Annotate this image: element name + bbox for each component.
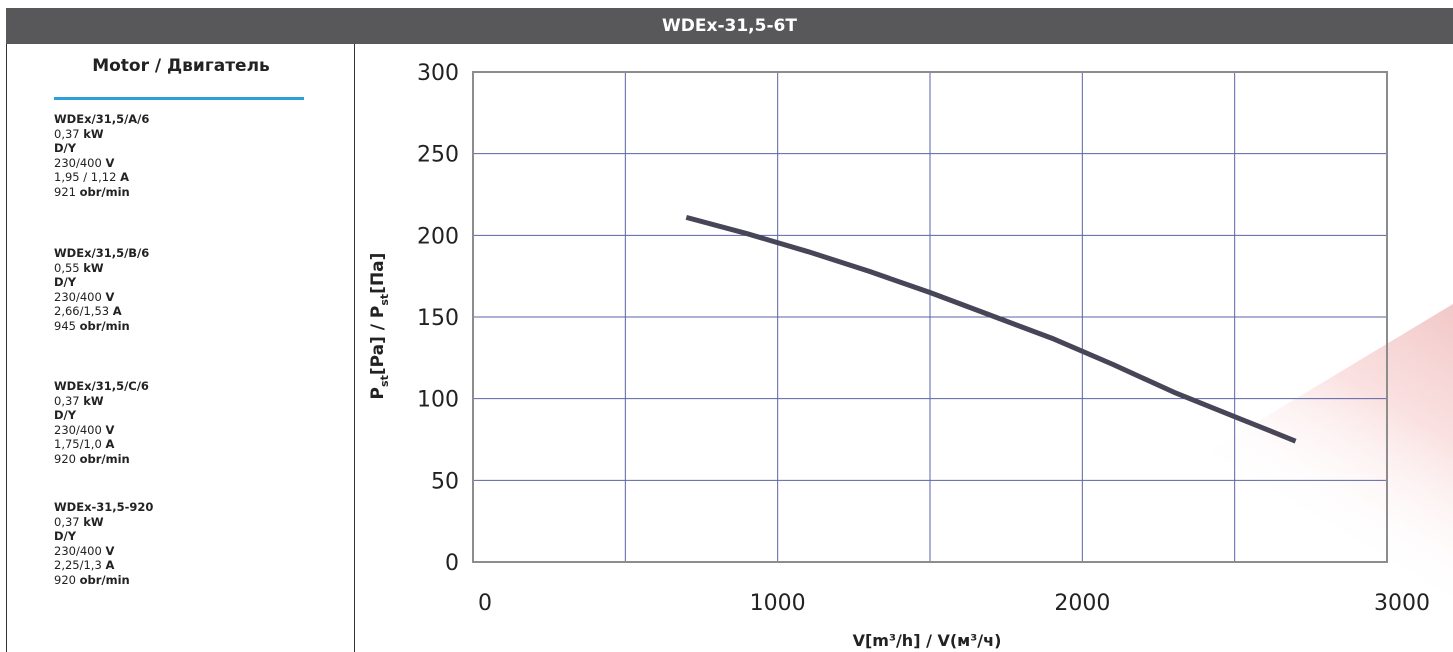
motor-connection-line: D/Y xyxy=(54,408,149,423)
motor-power: 0,37 xyxy=(54,126,80,141)
motor-spec-block: WDEx/31,5/A/6 0,37 kW D/Y 230/400 V 1,95 / 1… xyxy=(54,112,149,199)
motor-current: 1,95 / 1,12 xyxy=(54,170,117,184)
motor-current-unit: A xyxy=(105,437,115,451)
motor-current-unit: A xyxy=(105,558,115,572)
motor-power-unit: kW xyxy=(83,126,104,141)
motor-voltage-line: 230/400 V xyxy=(54,544,153,559)
motor-speed: 920 xyxy=(54,572,76,587)
y-tick-label: 50 xyxy=(431,469,459,494)
x-tick-label: 0 xyxy=(478,591,492,616)
motor-speed: 945 xyxy=(54,318,76,333)
motor-current-unit: A xyxy=(112,304,122,318)
y-tick-label: 100 xyxy=(417,388,459,413)
grid-lines xyxy=(473,72,1387,562)
x-tick-label: 3000 xyxy=(1374,591,1430,616)
motor-voltage-unit: V xyxy=(105,155,115,170)
motor-model-line: WDEx/31,5/A/6 xyxy=(54,112,149,127)
y-tick-label: 250 xyxy=(417,143,459,168)
motor-voltage: 230/400 xyxy=(54,543,102,558)
motor-spec-block: WDEx/31,5/C/6 0,37 kW D/Y 230/400 V 1,75/1,0… xyxy=(54,379,149,466)
motor-model: WDEx/31,5/B/6 xyxy=(54,246,150,260)
motor-power-unit: kW xyxy=(83,514,104,529)
motor-speed-line: 921 obr/min xyxy=(54,185,149,200)
series-group xyxy=(685,214,1297,444)
x-tick-label: 1000 xyxy=(750,591,806,616)
motor-model: WDEx-31,5-920 xyxy=(54,500,154,514)
motor-model: WDEx/31,5/A/6 xyxy=(54,112,150,126)
motor-spec-block: WDEx-31,5-920 0,37 kW D/Y 230/400 V 2,25/1,3… xyxy=(54,500,153,587)
motor-speed-unit: obr/min xyxy=(79,184,130,199)
motor-speed-line: 920 obr/min xyxy=(54,452,149,467)
x-tick-labels: 0 1000 2000 3000 xyxy=(478,591,1430,616)
background-decoration xyxy=(875,304,1453,652)
motor-panel-title: Motor / Двигатель xyxy=(92,56,270,76)
motor-current-unit: A xyxy=(120,170,129,184)
motor-connection: D/Y xyxy=(54,275,77,289)
motor-model-line: WDEx/31,5/C/6 xyxy=(54,379,149,394)
pressure-curve xyxy=(685,214,1297,444)
motor-voltage-unit: V xyxy=(105,422,115,437)
motor-speed-unit: obr/min xyxy=(79,318,130,333)
motor-voltage: 230/400 xyxy=(54,422,102,437)
motor-speed-unit: obr/min xyxy=(79,451,130,466)
motor-connection: D/Y xyxy=(54,141,77,155)
motor-model-line: WDEx-31,5-920 xyxy=(54,500,153,515)
motor-model: WDEx/31,5/C/6 xyxy=(54,379,149,393)
motor-current-line: 1,95 / 1,12 A xyxy=(54,170,149,185)
motor-power: 0,37 xyxy=(54,514,80,529)
motor-model-line: WDEx/31,5/B/6 xyxy=(54,246,149,261)
motor-power-unit: kW xyxy=(83,260,104,275)
plot-area-frame xyxy=(472,71,1388,563)
motor-connection: D/Y xyxy=(54,408,77,422)
motor-current: 2,66/1,53 xyxy=(54,304,110,318)
motor-voltage-line: 230/400 V xyxy=(54,156,149,171)
motor-power: 0,37 xyxy=(54,393,80,408)
motor-current: 1,75/1,0 xyxy=(54,437,102,451)
motor-voltage-unit: V xyxy=(105,543,115,558)
y-tick-label: 0 xyxy=(445,551,459,576)
motor-connection-line: D/Y xyxy=(54,141,149,156)
x-tick-label: 2000 xyxy=(1054,591,1110,616)
motor-speed-unit: obr/min xyxy=(79,572,130,587)
motor-current: 2,25/1,3 xyxy=(54,558,102,572)
motor-speed-line: 920 obr/min xyxy=(54,573,153,588)
motor-power-unit: kW xyxy=(83,393,104,408)
y-tick-label: 300 xyxy=(417,61,459,86)
motor-power-line: 0,37 kW xyxy=(54,515,153,530)
motor-voltage-line: 230/400 V xyxy=(54,423,149,438)
y-tick-label: 200 xyxy=(417,224,459,249)
y-axis-label: Pst[Pa] / Pst[Па] xyxy=(368,253,391,400)
y-tick-label: 150 xyxy=(417,306,459,331)
panel-divider xyxy=(354,44,355,652)
title-underline xyxy=(54,97,304,100)
motor-connection-line: D/Y xyxy=(54,529,153,544)
motor-current-line: 2,66/1,53 A xyxy=(54,304,149,319)
motor-voltage-unit: V xyxy=(105,289,115,304)
motor-power-line: 0,37 kW xyxy=(54,127,149,142)
motor-connection: D/Y xyxy=(54,529,77,543)
motor-voltage-line: 230/400 V xyxy=(54,290,149,305)
chart-header: WDEx-31,5-6T xyxy=(6,8,1453,44)
motor-spec-block: WDEx/31,5/B/6 0,55 kW D/Y 230/400 V 2,66/1,5… xyxy=(54,246,149,333)
motor-speed: 921 xyxy=(54,184,76,199)
motor-current-line: 2,25/1,3 A xyxy=(54,558,153,573)
motor-connection-line: D/Y xyxy=(54,275,149,290)
y-tick-labels: 0 50 100 150 200 250 300 xyxy=(417,61,459,576)
motor-power: 0,55 xyxy=(54,260,80,275)
motor-voltage: 230/400 xyxy=(54,155,102,170)
motor-speed: 920 xyxy=(54,451,76,466)
left-border xyxy=(6,44,7,652)
motor-power-line: 0,37 kW xyxy=(54,394,149,409)
motor-current-line: 1,75/1,0 A xyxy=(54,437,149,452)
motor-power-line: 0,55 kW xyxy=(54,261,149,276)
x-axis-label: V[m³/h] / V(м³/ч) xyxy=(853,631,1002,650)
motor-speed-line: 945 obr/min xyxy=(54,319,149,334)
performance-chart: 0 50 100 150 200 250 300 0 1000 2000 3000 Pst[Pa]… xyxy=(368,61,1453,652)
motor-voltage: 230/400 xyxy=(54,289,102,304)
